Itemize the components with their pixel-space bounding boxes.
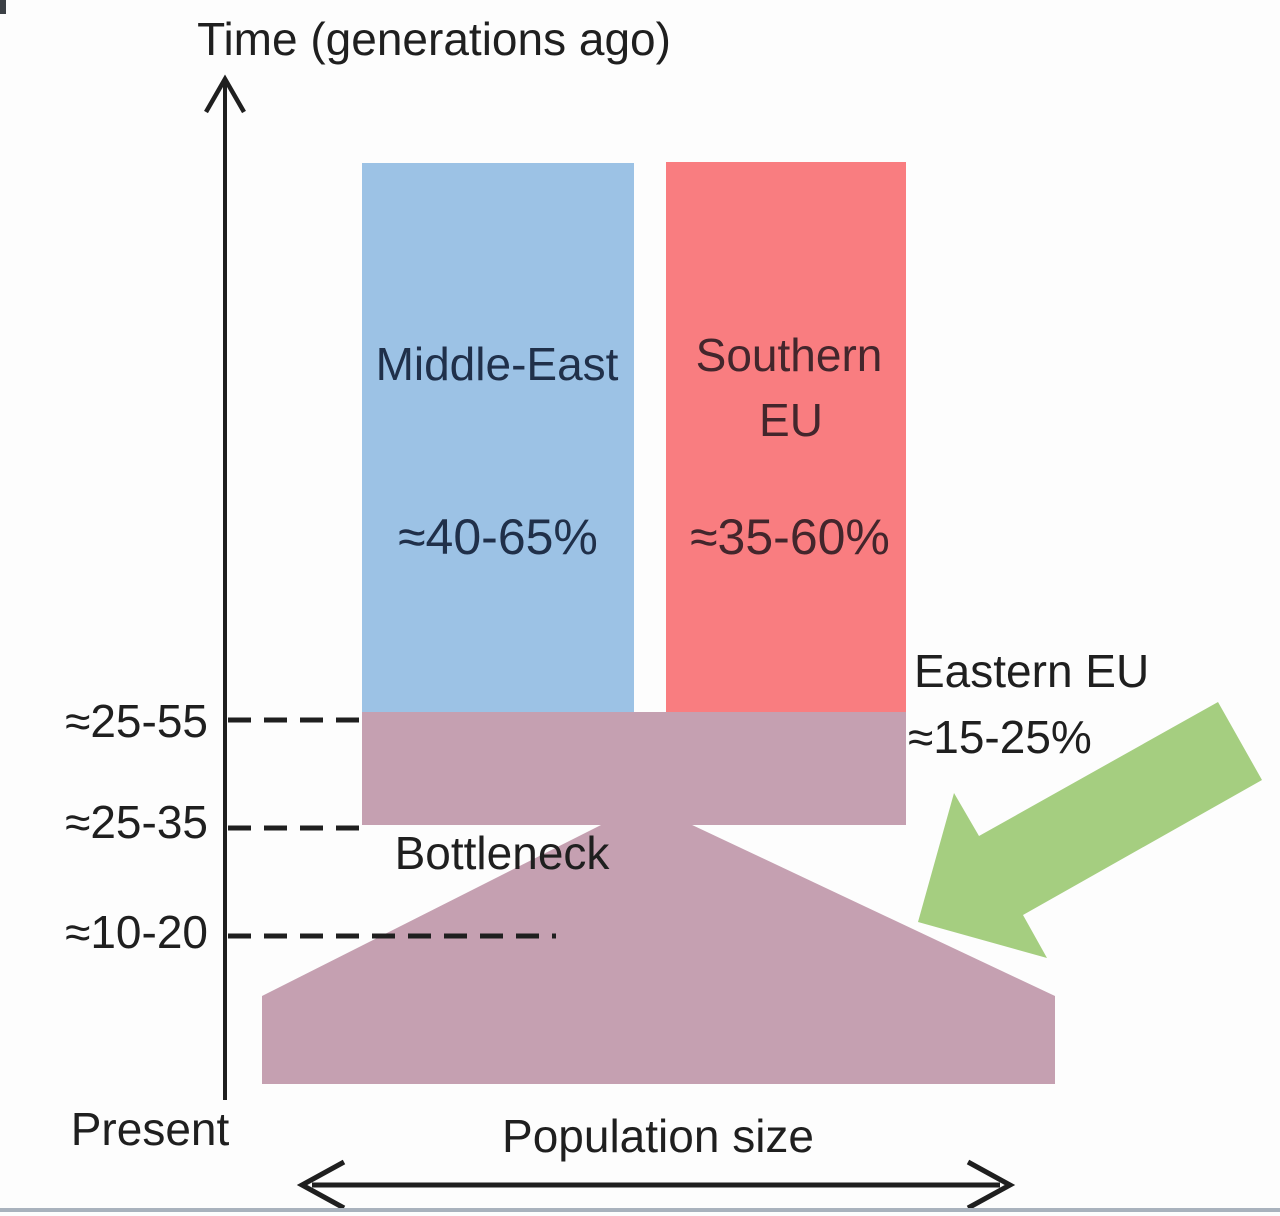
population-size-right-arrowhead-icon	[966, 1159, 1016, 1211]
time-axis-arrowhead-icon	[204, 74, 246, 114]
southern-eu-contribution: ≈35-60%	[690, 509, 890, 565]
tick-label-10-20: ≈10-20	[65, 906, 208, 959]
bottleneck-label: Bottleneck	[394, 827, 610, 880]
admixed-band	[362, 712, 906, 825]
population-size-label: Population size	[502, 1110, 814, 1163]
eastern-eu-contribution: ≈15-25%	[908, 711, 1092, 763]
time-axis-title: Time (generations ago)	[197, 13, 671, 66]
middle-east-label: Middle-East	[375, 338, 619, 391]
corner-artifact	[0, 0, 6, 14]
southern-eu-label-line2: EU	[759, 394, 823, 447]
tick-label-25-55: ≈25-55	[65, 695, 208, 748]
middle-east-contribution: ≈40-65%	[398, 509, 598, 565]
southern-eu-bar	[666, 162, 906, 713]
middle-east-bar	[362, 163, 634, 713]
bottom-frame-line	[0, 1208, 1280, 1212]
tick-label-25-35: ≈25-35	[65, 796, 208, 849]
population-size-left-arrowhead-icon	[296, 1159, 346, 1211]
southern-eu-label-line1: Southern	[695, 329, 883, 382]
bottleneck-expansion-shape	[262, 824, 1055, 1084]
eastern-eu-arrow-icon	[918, 702, 1262, 958]
present-label: Present	[70, 1103, 230, 1156]
eastern-eu-label: Eastern EU	[914, 645, 1150, 697]
